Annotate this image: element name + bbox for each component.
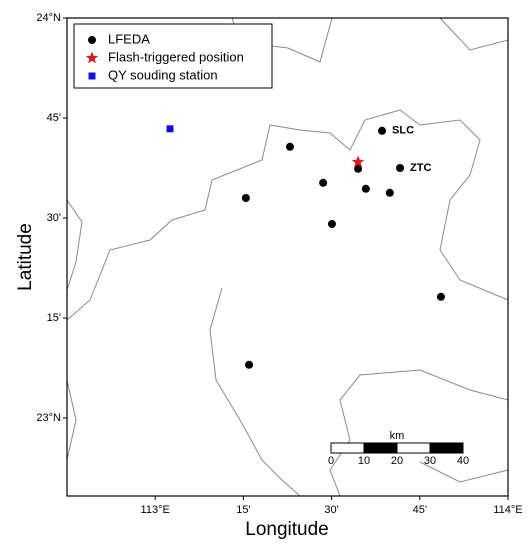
boundary (269, 109, 509, 301)
scale-label: 20 (391, 455, 403, 467)
legend-marker (85, 51, 99, 64)
y-tick-label: 30' (47, 212, 61, 224)
boundary (439, 17, 509, 51)
boundary (329, 369, 509, 497)
boundary (209, 287, 301, 497)
point (378, 126, 387, 135)
point (245, 360, 254, 369)
y-tick-label: 45' (47, 112, 61, 124)
point (319, 178, 328, 187)
scale-unit: km (390, 430, 405, 442)
legend-text: Flash-triggered position (108, 49, 244, 64)
point-label: SLC (392, 125, 414, 137)
scale-segment (429, 442, 464, 454)
point (385, 188, 394, 197)
legend-box (73, 23, 273, 89)
scale-segment (363, 442, 398, 454)
boundary (66, 199, 83, 291)
y-tick-label: 23°N (36, 412, 61, 424)
x-tick-label: 113°E (141, 504, 170, 516)
point-label: ZTC (410, 162, 431, 174)
boundary (66, 124, 271, 321)
scale-label: 10 (358, 455, 370, 467)
boundary (66, 379, 77, 461)
x-tick-label: 15' (236, 504, 250, 516)
point (361, 184, 370, 193)
point (396, 164, 405, 172)
point (327, 220, 336, 228)
x-tick-label: 114°E (493, 504, 522, 516)
map-frame (66, 17, 509, 497)
point (241, 194, 250, 202)
legend-marker (88, 36, 96, 44)
scale-label: 40 (457, 455, 469, 467)
boundary (419, 461, 509, 483)
y-tick-label: 15' (47, 312, 61, 324)
point (166, 125, 174, 133)
boundaries (66, 17, 509, 497)
scale-segment (330, 442, 365, 454)
legend-text: LFEDA (108, 31, 150, 46)
point (436, 292, 445, 301)
legend-text: QY souding station (108, 67, 218, 82)
scale-label: 0 (328, 455, 334, 467)
x-tick-label: 30' (324, 504, 338, 516)
point (351, 155, 365, 168)
point (285, 142, 294, 151)
y-tick-label: 24°N (36, 12, 61, 24)
legend-marker (88, 72, 96, 80)
scale-label: 30 (424, 455, 436, 467)
x-axis-title: Longitude (245, 519, 328, 540)
point (354, 164, 363, 173)
scale-segment (396, 442, 431, 454)
y-axis-title: Latitude (15, 223, 36, 291)
x-tick-label: 45' (413, 504, 427, 516)
